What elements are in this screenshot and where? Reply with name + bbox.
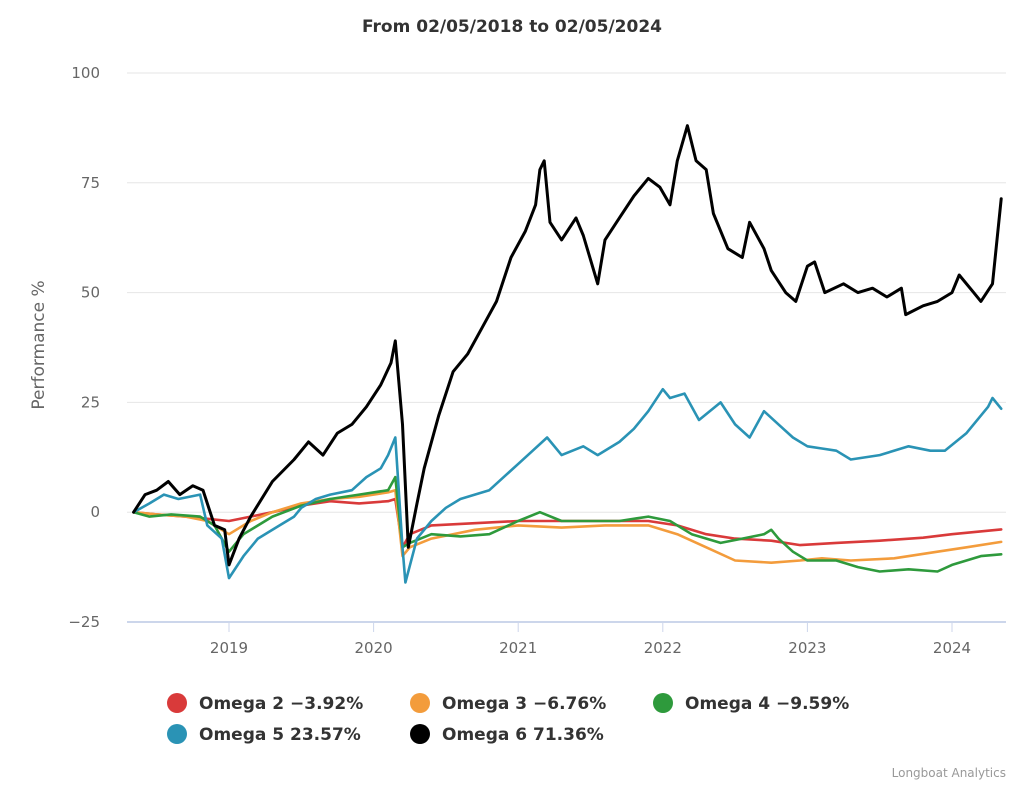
legend-marker-icon — [167, 693, 187, 713]
legend-item[interactable]: Omega 5 23.57% — [167, 724, 361, 745]
legend-marker-icon — [167, 724, 187, 744]
legend-item[interactable]: Omega 6 71.36% — [410, 724, 604, 745]
y-tick-label: 75 — [81, 174, 100, 192]
legend-label: Omega 2 −3.92% — [199, 694, 363, 714]
legend-label: Omega 3 −6.76% — [442, 694, 606, 714]
x-tick-label: 2021 — [499, 639, 537, 657]
series-line-omega-4[interactable] — [132, 475, 1003, 573]
legend-item[interactable]: Omega 2 −3.92% — [167, 693, 363, 714]
y-tick-label: 25 — [81, 393, 100, 411]
legend-marker-icon — [653, 693, 673, 713]
grid-lines — [127, 72, 1006, 623]
y-axis-ticks: −25 0 25 50 75 100 — [68, 64, 100, 631]
legend-item[interactable]: Omega 4 −9.59% — [653, 693, 849, 714]
x-tick-label: 2020 — [355, 639, 393, 657]
y-axis-label: Performance % — [29, 280, 49, 409]
x-tick-label: 2023 — [788, 639, 826, 657]
credit-label[interactable]: Longboat Analytics — [892, 766, 1006, 780]
legend-label: Omega 6 71.36% — [442, 725, 604, 745]
x-tick-label: 2019 — [210, 639, 248, 657]
legend-item[interactable]: Omega 3 −6.76% — [410, 693, 606, 714]
y-tick-label: −25 — [68, 613, 100, 631]
series-lines — [132, 124, 1003, 584]
legend: Omega 2 −3.92% Omega 3 −6.76% Omega 4 −9.5… — [167, 693, 849, 745]
legend-marker-icon — [410, 693, 430, 713]
legend-marker-icon — [410, 724, 430, 744]
legend-label: Omega 4 −9.59% — [685, 694, 849, 714]
x-axis: 2019 2020 2021 2022 2023 2024 — [210, 622, 971, 657]
series-line-omega-3[interactable] — [132, 488, 1003, 564]
y-tick-label: 50 — [81, 284, 100, 302]
series-line-omega-6[interactable] — [132, 124, 1003, 567]
series-line-omega-2[interactable] — [132, 497, 1003, 549]
y-tick-label: 0 — [90, 503, 100, 521]
series-line-omega-5[interactable] — [132, 387, 1003, 584]
chart-title: From 02/05/2018 to 02/05/2024 — [362, 17, 662, 37]
x-tick-label: 2022 — [644, 639, 682, 657]
x-tick-label: 2024 — [933, 639, 971, 657]
y-tick-label: 100 — [71, 64, 100, 82]
legend-label: Omega 5 23.57% — [199, 725, 361, 745]
